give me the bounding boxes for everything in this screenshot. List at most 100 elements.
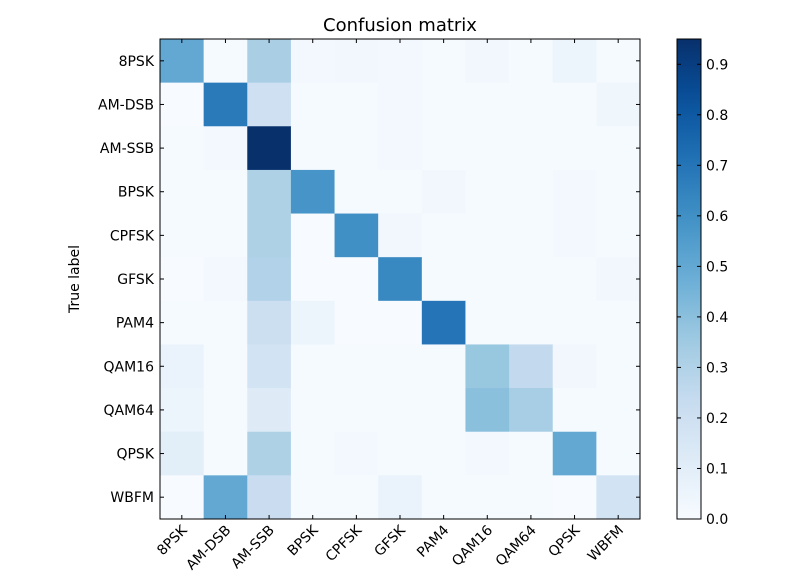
heatmap-cell-BPSK-CPFSK [334, 169, 379, 214]
heatmap-cell-BPSK-QPSK [552, 169, 597, 214]
heatmap-cell-CPFSK-AM-DSB [203, 213, 248, 258]
heatmap-cell-PAM4-GFSK [378, 300, 423, 345]
x-tick-label: AM-DSB [183, 523, 234, 574]
heatmap-cell-BPSK-QAM16 [465, 169, 510, 214]
heatmap-cell-AM-DSB-QPSK [552, 82, 597, 127]
heatmap-cell-QPSK-WBFM [596, 431, 641, 476]
heatmap-cell-GFSK-AM-SSB [247, 257, 292, 302]
x-tick-label: WBFM [585, 523, 627, 565]
heatmap-cell-8PSK-PAM4 [421, 39, 466, 84]
heatmap-cell-WBFM-BPSK [290, 475, 335, 520]
heatmap-cell-8PSK-BPSK [290, 39, 335, 84]
heatmap-cell-QPSK-GFSK [378, 431, 423, 476]
chart-title: Confusion matrix [323, 15, 477, 36]
y-tick-label: QAM64 [104, 403, 155, 419]
heatmap-cell-PAM4-AM-SSB [247, 300, 292, 345]
y-tick-label: AM-DSB [98, 97, 154, 113]
heatmap-cell-PAM4-PAM4 [421, 300, 466, 345]
heatmap-cell-QAM64-AM-SSB [247, 388, 292, 433]
heatmap-cell-QAM16-QAM64 [509, 344, 554, 389]
heatmap-cell-WBFM-QAM64 [509, 475, 554, 520]
heatmap-cell-8PSK-AM-SSB [247, 39, 292, 84]
heatmap-cell-8PSK-8PSK [160, 39, 205, 84]
heatmap-cell-QAM64-QAM64 [509, 388, 554, 433]
heatmap-cell-QAM16-QAM16 [465, 344, 510, 389]
heatmap-cell-PAM4-8PSK [160, 300, 205, 345]
heatmap-cell-WBFM-CPFSK [334, 475, 379, 520]
x-tick-label: BPSK [285, 522, 322, 559]
heatmap-cell-WBFM-QPSK [552, 475, 597, 520]
heatmap-cell-GFSK-8PSK [160, 257, 205, 302]
heatmap-cell-QAM16-GFSK [378, 344, 423, 389]
heatmap-cell-8PSK-AM-DSB [203, 39, 248, 84]
heatmap-cell-AM-DSB-QAM16 [465, 82, 510, 127]
heatmap-cell-AM-SSB-AM-DSB [203, 126, 248, 171]
heatmap-cell-WBFM-WBFM [596, 475, 641, 520]
heatmap-cell-WBFM-GFSK [378, 475, 423, 520]
heatmap-cell-QAM64-BPSK [290, 388, 335, 433]
heatmap-cell-8PSK-QAM64 [509, 39, 554, 84]
heatmap-cell-AM-DSB-QAM64 [509, 82, 554, 127]
heatmap-cell-QPSK-AM-DSB [203, 431, 248, 476]
heatmap-cell-PAM4-QAM64 [509, 300, 554, 345]
y-tick-label: QPSK [116, 447, 154, 463]
heatmap-cell-GFSK-BPSK [290, 257, 335, 302]
heatmap-cell-AM-SSB-QAM64 [509, 126, 554, 171]
heatmap-cell-QAM16-CPFSK [334, 344, 379, 389]
heatmap-cell-AM-DSB-GFSK [378, 82, 423, 127]
heatmap-cell-QAM64-QPSK [552, 388, 597, 433]
heatmap-cell-WBFM-8PSK [160, 475, 205, 520]
colorbar-tick-label: 0.7 [706, 158, 728, 174]
heatmap-cell-GFSK-QAM16 [465, 257, 510, 302]
heatmap-cell-AM-SSB-QAM16 [465, 126, 510, 171]
heatmap-cell-QAM64-WBFM [596, 388, 641, 433]
heatmap-cell-QAM16-AM-DSB [203, 344, 248, 389]
heatmap-cell-AM-DSB-PAM4 [421, 82, 466, 127]
axis-ticks [160, 39, 640, 519]
heatmap-cell-PAM4-BPSK [290, 300, 335, 345]
colorbar-tick-label: 0.3 [706, 360, 728, 376]
heatmap-cell-QPSK-PAM4 [421, 431, 466, 476]
heatmap-cell-WBFM-AM-DSB [203, 475, 248, 520]
heatmap-cell-CPFSK-GFSK [378, 213, 423, 258]
colorbar-tick-label: 0.0 [706, 512, 728, 528]
colorbar-tick-label: 0.5 [706, 259, 728, 275]
heatmap-cell-QAM64-8PSK [160, 388, 205, 433]
heatmap-cell-AM-SSB-BPSK [290, 126, 335, 171]
heatmap-cell-BPSK-BPSK [290, 169, 335, 214]
heatmap-cell-QPSK-QAM64 [509, 431, 554, 476]
heatmap-cell-CPFSK-QPSK [552, 213, 597, 258]
heatmap-cell-QAM64-PAM4 [421, 388, 466, 433]
y-tick-label: GFSK [117, 272, 155, 288]
heatmap-cell-BPSK-QAM64 [509, 169, 554, 214]
colorbar-tick-label: 0.9 [706, 57, 728, 73]
heatmap-cell-AM-SSB-WBFM [596, 126, 641, 171]
heatmap-cell-8PSK-WBFM [596, 39, 641, 84]
heatmap-cell-AM-SSB-PAM4 [421, 126, 466, 171]
heatmap-cell-AM-DSB-WBFM [596, 82, 641, 127]
heatmap-cell-AM-SSB-CPFSK [334, 126, 379, 171]
heatmap-cell-AM-DSB-CPFSK [334, 82, 379, 127]
heatmap-cell-GFSK-WBFM [596, 257, 641, 302]
heatmap-cell-QPSK-8PSK [160, 431, 205, 476]
y-tick-label: AM-SSB [100, 141, 154, 157]
heatmap-cell-WBFM-QAM16 [465, 475, 510, 520]
heatmap-cells [160, 39, 641, 520]
heatmap-cell-GFSK-CPFSK [334, 257, 379, 302]
heatmap-cell-AM-SSB-AM-SSB [247, 126, 292, 171]
heatmap-cell-BPSK-GFSK [378, 169, 423, 214]
colorbar-tick-label: 0.1 [706, 461, 728, 477]
x-tick-label: QPSK [545, 522, 583, 560]
heatmap-cell-WBFM-PAM4 [421, 475, 466, 520]
heatmap-cell-QAM16-QPSK [552, 344, 597, 389]
heatmap-cell-CPFSK-AM-SSB [247, 213, 292, 258]
heatmap-cell-CPFSK-8PSK [160, 213, 205, 258]
heatmap-cell-AM-SSB-8PSK [160, 126, 205, 171]
heatmap-cell-AM-DSB-BPSK [290, 82, 335, 127]
y-tick-label: BPSK [118, 185, 155, 201]
heatmap-cell-QPSK-QPSK [552, 431, 597, 476]
colorbar-tick-label: 0.6 [706, 209, 728, 225]
heatmap-cell-AM-DSB-8PSK [160, 82, 205, 127]
y-tick-label: QAM16 [104, 359, 155, 375]
